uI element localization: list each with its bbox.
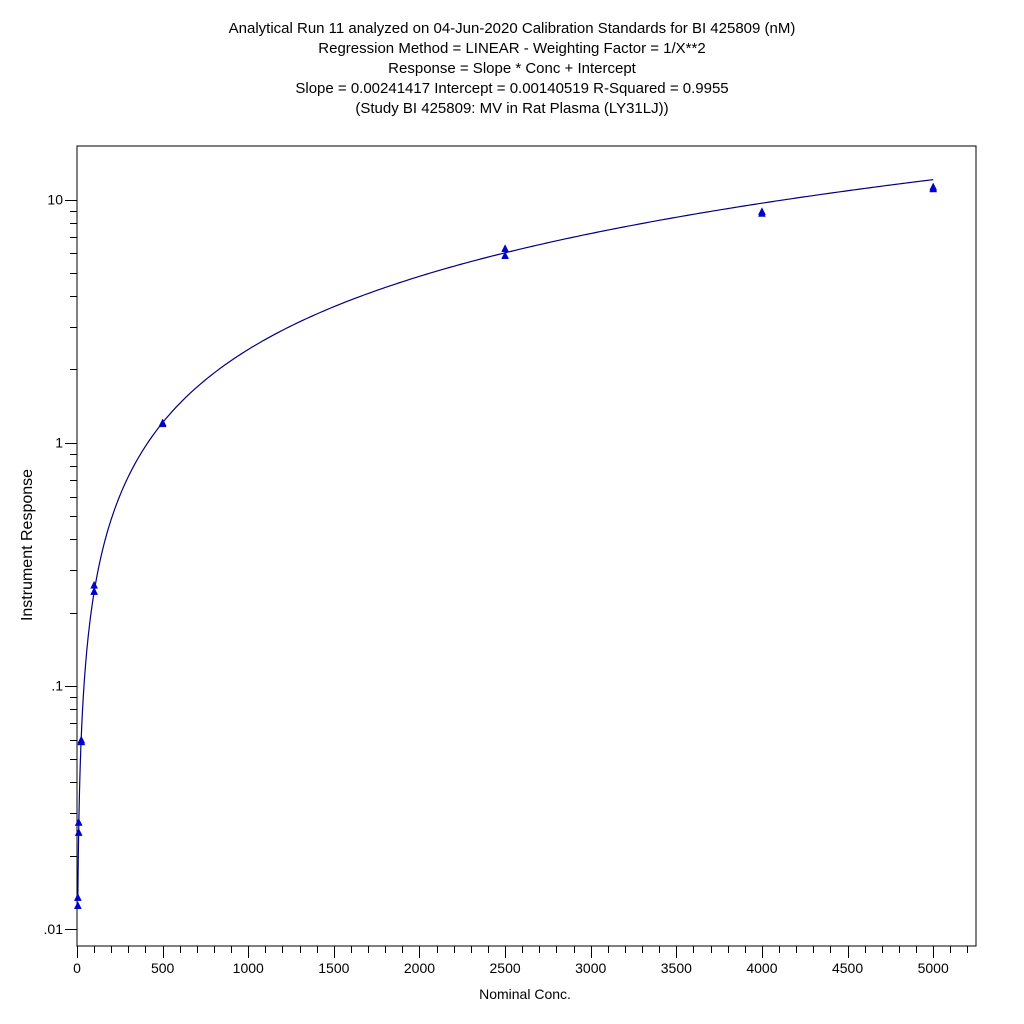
- x-tick-label: 3000: [575, 960, 606, 976]
- data-point-marker: [758, 207, 766, 215]
- data-point-marker: [73, 901, 82, 910]
- y-tick-label: .01: [44, 921, 64, 937]
- data-point-marker: [929, 182, 938, 191]
- data-point-marker: [501, 244, 509, 253]
- title-line-3: Response = Slope * Conc + Intercept: [388, 60, 636, 77]
- x-tick-label: 4000: [746, 960, 777, 976]
- data-point-marker: [74, 828, 83, 836]
- data-point-marker: [77, 735, 86, 744]
- plot-frame: [76, 145, 977, 947]
- title-line-1: Analytical Run 11 analyzed on 04-Jun-202…: [228, 20, 796, 37]
- chart-title: Analytical Run 11 analyzed on 04-Jun-202…: [0, 19, 1024, 119]
- title-line-2: Regression Method = LINEAR - Weighting F…: [318, 40, 706, 57]
- x-tick-label: 1000: [233, 960, 264, 976]
- data-point-marker: [501, 251, 509, 259]
- x-tick-label: 1500: [318, 960, 349, 976]
- y-tick-label: 1: [55, 435, 63, 451]
- title-line-4: Slope = 0.00241417 Intercept = 0.0014051…: [295, 80, 729, 97]
- x-axis-label: Nominal Conc.: [479, 986, 571, 1002]
- y-tick-label: .1: [51, 678, 63, 694]
- regression-curve: [77, 179, 934, 898]
- data-point-marker: [90, 587, 99, 595]
- y-tick-label: 10: [47, 192, 63, 208]
- data-point-marker: [90, 580, 99, 589]
- data-point-marker: [73, 893, 82, 901]
- data-point-marker: [74, 817, 83, 826]
- x-tick-label: 3500: [661, 960, 692, 976]
- x-tick-label: 2500: [490, 960, 521, 976]
- x-tick-label: 500: [151, 960, 175, 976]
- x-tick-label: 5000: [918, 960, 949, 976]
- x-tick-label: 2000: [404, 960, 435, 976]
- data-point-marker: [158, 418, 167, 427]
- title-line-5: (Study BI 425809: MV in Rat Plasma (LY31…: [355, 100, 669, 117]
- x-tick-label: 0: [73, 960, 81, 976]
- y-axis-label: Instrument Response: [19, 468, 36, 622]
- x-tick-label: 4500: [832, 960, 863, 976]
